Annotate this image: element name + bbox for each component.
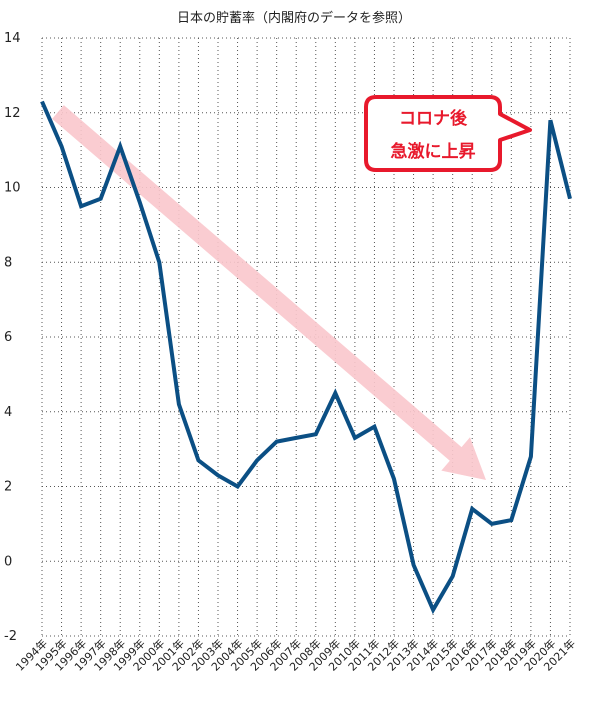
x-axis-ticks: 1994年1995年1996年1997年1998年1999年2000年2001年… (13, 636, 578, 673)
series-line-group (40, 100, 572, 615)
y-tick-label: 6 (4, 330, 12, 345)
chart-title: 日本の貯蓄率（内閣府のデータを参照） (177, 10, 411, 26)
callout-line-2: 急激に上昇 (391, 141, 476, 162)
trend-arrow-shape (52, 105, 486, 480)
y-tick-label: 10 (4, 181, 21, 196)
y-tick-label: -2 (4, 629, 17, 644)
downward-trend-arrow (52, 105, 486, 480)
y-axis-ticks: -2 0 2 4 6 8 10 12 14 (4, 31, 21, 644)
y-tick-label: 8 (4, 255, 12, 270)
series-line (40, 100, 572, 615)
y-tick-label: 4 (4, 405, 12, 420)
callout-box: コロナ後 急激に上昇 (364, 95, 532, 172)
y-tick-label: 14 (4, 31, 21, 46)
y-tick-label: 2 (4, 480, 12, 495)
callout-line-1: コロナ後 (399, 108, 468, 129)
y-tick-label: 12 (4, 106, 21, 121)
y-tick-label: 0 (4, 554, 12, 569)
callout-bubble (364, 95, 532, 172)
